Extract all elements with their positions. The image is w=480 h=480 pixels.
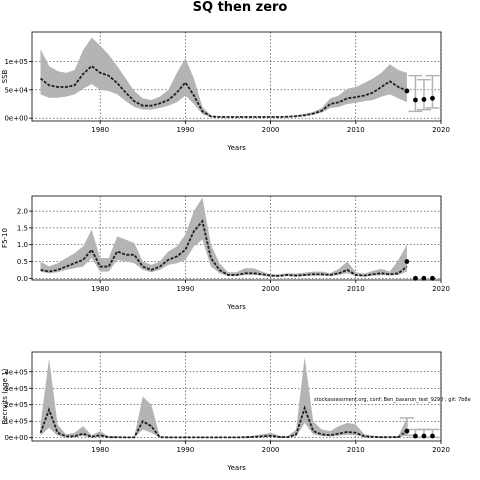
plot-frame [31, 195, 442, 281]
y-tick-label: 1.5 [17, 224, 28, 232]
x-tick-label: 1990 [176, 285, 194, 293]
assessment-note: stockassessment.org, conf: Ben_basarun_t… [314, 397, 471, 403]
projection-point [421, 433, 427, 439]
x-tick-label: 2020 [432, 126, 450, 134]
x-tick-label: 1980 [91, 446, 109, 454]
y-tick-label: 0e+00 [4, 434, 28, 442]
recruits-panel: 1980 1990 2000 2010 2020 0e+00 1e+05 2e+05 3e+05… [1, 351, 450, 472]
projection-point [430, 275, 435, 281]
x-axis-label: Years [226, 144, 246, 152]
x-tick-label: 2000 [262, 285, 280, 293]
estimate-line [39, 405, 408, 439]
y-tick-label: 1.0 [17, 241, 28, 249]
estimate-line [39, 64, 408, 118]
y-tick-label: 1e+05 [4, 58, 28, 66]
projection-point [413, 275, 418, 281]
x-tick-label: 2000 [262, 446, 280, 454]
projection-point [421, 97, 427, 102]
x-tick-label: 2020 [432, 285, 450, 293]
x-tick-label: 1990 [176, 446, 194, 454]
x-tick-label: 2010 [347, 446, 365, 454]
x-axis-label: Years [226, 303, 246, 311]
projection-point [413, 433, 418, 439]
x-tick-label: 2020 [432, 446, 450, 454]
projection-point [404, 259, 410, 264]
confidence-band [40, 37, 407, 118]
y-tick-label: 0.5 [17, 258, 28, 266]
projection-point [430, 95, 435, 101]
x-tick-label: 2010 [347, 126, 365, 134]
x-tick-label: 1980 [91, 126, 109, 134]
projection-point [421, 275, 427, 281]
y-tick-label: 3e+05 [4, 385, 28, 393]
fbar-panel: 1980 1990 2000 2010 2020 0.0 0.5 1.0 1.5 2.0 Years… [1, 195, 450, 311]
y-tick-label: 2.0 [17, 208, 28, 216]
plot-frame [31, 31, 442, 122]
y-axis-label: SSB [1, 69, 9, 83]
projection-point [413, 97, 418, 103]
ssb-panel: 1980 1990 2000 2010 2020 0e+00 5e+04 1e+05 Years… [1, 31, 450, 152]
y-tick-label: 2e+05 [4, 401, 28, 409]
y-tick-label: 1e+05 [4, 418, 28, 426]
x-tick-label: 1980 [91, 285, 109, 293]
figure-title: SQ then zero [192, 0, 288, 15]
y-axis-label: F5-10 [1, 228, 9, 248]
y-axis-label: Recruits (age 1) [1, 368, 9, 424]
y-tick-label: 4e+05 [4, 368, 28, 376]
x-tick-label: 2010 [347, 285, 365, 293]
projection-point [430, 433, 435, 439]
projection-point [404, 428, 410, 434]
x-tick-label: 1990 [176, 126, 194, 134]
x-axis-label: Years [226, 464, 246, 472]
y-tick-label: 5e+04 [4, 86, 28, 94]
x-tick-label: 2000 [262, 126, 280, 134]
plot-frame [31, 351, 442, 442]
y-tick-label: 0.0 [17, 275, 28, 283]
confidence-band [40, 197, 407, 277]
projection-point [404, 88, 410, 94]
y-tick-label: 0e+00 [4, 115, 28, 123]
estimate-line [40, 219, 408, 277]
